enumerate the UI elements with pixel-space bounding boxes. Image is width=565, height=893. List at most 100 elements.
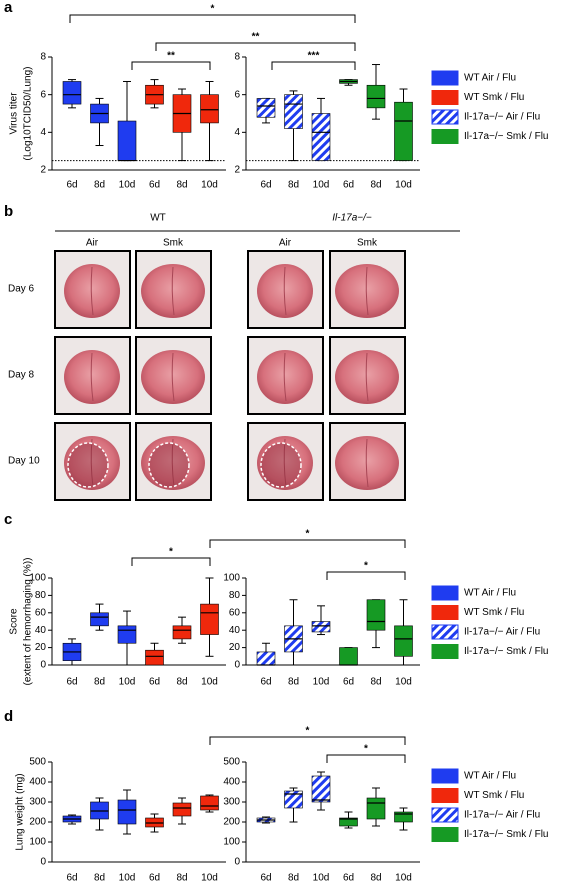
lung-fissure (171, 352, 175, 402)
y-tick-label: 100 (223, 837, 240, 848)
significance-label: * (211, 4, 215, 15)
box (62, 81, 82, 105)
box (172, 802, 192, 817)
y-tick-label: 0 (234, 857, 240, 868)
y-tick-label: 0 (40, 857, 46, 868)
legend-swatch (431, 109, 459, 125)
x-tick-label: 8d (94, 677, 105, 688)
lung-fissure (171, 266, 175, 316)
legend-swatch (431, 129, 459, 144)
x-tick-label: 8d (288, 180, 299, 191)
legend-label: WT Smk / Flu (464, 92, 524, 103)
legend-label: Il-17a−/− Air / Flu (464, 810, 540, 821)
x-tick-label: 8d (176, 873, 187, 884)
y-axis-label: Lung weight (mg) (15, 773, 26, 850)
y-tick-label: 100 (29, 837, 46, 848)
y-tick-label: 200 (223, 817, 240, 828)
y-tick-label: 20 (35, 642, 47, 653)
y-tick-label: 0 (40, 660, 46, 671)
legend-swatch (431, 624, 459, 640)
box (90, 612, 109, 627)
box (394, 101, 413, 161)
lung-photo (247, 250, 324, 329)
x-tick-label: 8d (176, 180, 187, 191)
y-tick-label: 2 (234, 165, 240, 176)
lung-photo (247, 336, 324, 415)
x-tick-label: 8d (370, 873, 381, 884)
x-tick-label: 8d (370, 180, 381, 191)
significance-bracket (155, 42, 356, 51)
legend-label: Il-17a−/− Smk / Flu (464, 646, 548, 657)
x-tick-label: 6d (343, 873, 354, 884)
x-tick-label: 10d (313, 677, 330, 688)
lung-fissure (283, 352, 287, 402)
lung-photo (329, 422, 406, 501)
y-tick-label: 500 (223, 757, 240, 768)
legend-label: Il-17a−/− Air / Flu (464, 112, 540, 123)
lung (335, 436, 399, 490)
x-tick-label: 6d (149, 677, 160, 688)
box (394, 811, 413, 823)
lung (64, 264, 120, 318)
lung-fissure (90, 352, 94, 402)
box (200, 603, 219, 635)
x-tick-label: 8d (370, 677, 381, 688)
legend-swatch (431, 70, 459, 86)
y-tick-label: 6 (40, 89, 46, 100)
box (394, 625, 413, 657)
box (311, 621, 331, 633)
significance-bracket (209, 736, 406, 745)
box (339, 647, 358, 666)
x-tick-label: 6d (66, 180, 77, 191)
lung-fissure (365, 352, 369, 402)
lung (257, 350, 313, 404)
significance-bracket (69, 14, 356, 23)
legend-label: WT Air / Flu (464, 771, 516, 782)
x-tick-label: 10d (395, 677, 412, 688)
box (256, 98, 276, 118)
y-tick-label: 300 (29, 797, 46, 808)
y-tick-label: 100 (29, 573, 46, 584)
y-tick-label: 6 (234, 89, 240, 100)
x-tick-label: 10d (201, 180, 218, 191)
y-tick-label: 0 (234, 660, 240, 671)
legend-label: WT Air / Flu (464, 588, 516, 599)
significance-label: * (364, 561, 368, 572)
significance-label: * (169, 547, 173, 558)
significance-bracket (131, 61, 211, 70)
significance-label: *** (308, 51, 320, 62)
lung-photo (54, 250, 131, 329)
x-tick-label: 6d (66, 677, 77, 688)
y-tick-label: 4 (234, 127, 240, 138)
treatment-label: Air (86, 238, 99, 249)
x-tick-label: 10d (313, 873, 330, 884)
lung (141, 350, 205, 404)
y-tick-label: 60 (35, 607, 47, 618)
x-tick-label: 10d (201, 677, 218, 688)
x-tick-label: 10d (395, 180, 412, 191)
legend-label: WT Air / Flu (464, 73, 516, 84)
panel-label: d (4, 708, 13, 725)
lung-photo (329, 336, 406, 415)
x-tick-label: 6d (149, 873, 160, 884)
significance-label: ** (252, 32, 260, 43)
y-tick-label: 8 (40, 52, 46, 63)
x-tick-label: 10d (119, 180, 136, 191)
y-tick-label: 500 (29, 757, 46, 768)
box (311, 775, 331, 803)
lung-fissure (283, 266, 287, 316)
lung (141, 436, 205, 490)
lung-photo (135, 422, 212, 501)
legend-swatch (431, 644, 459, 659)
lung (257, 264, 313, 318)
box (366, 599, 386, 631)
y-tick-label: 40 (35, 625, 47, 636)
y-tick-label: 40 (229, 625, 241, 636)
x-tick-label: 8d (288, 873, 299, 884)
row-label: Day 8 (8, 370, 35, 381)
x-tick-label: 6d (260, 873, 271, 884)
x-tick-label: 8d (288, 677, 299, 688)
panel-label: b (4, 203, 13, 220)
x-tick-label: 8d (94, 180, 105, 191)
